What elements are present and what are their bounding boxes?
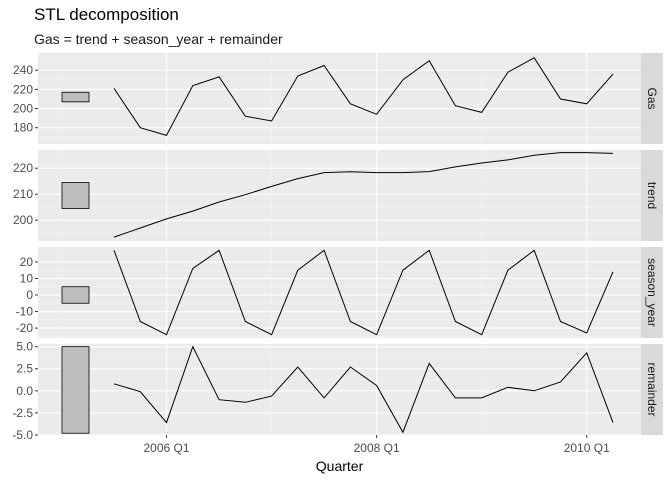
panel-season_year: -20 -10 0 10 20 season_year	[16, 247, 663, 338]
panel-background	[38, 53, 641, 144]
y-tick-label: 0	[26, 288, 33, 302]
y-tick-label: 0.0	[16, 384, 33, 398]
y-tick-label: 220	[13, 82, 33, 96]
panel-background	[38, 344, 641, 435]
y-tick-label: 220	[13, 161, 33, 175]
facet-strip	[641, 344, 663, 435]
range-bar	[61, 346, 90, 434]
chart-subtitle: Gas = trend + season_year + remainder	[34, 31, 283, 47]
series-line-season_year	[113, 249, 614, 336]
y-tick-label: 180	[13, 121, 33, 135]
panel-trend: 200 210 220 trend	[13, 150, 663, 241]
x-tick-label: 2006 Q1	[144, 441, 190, 455]
x-tick-label: 2010 Q1	[564, 441, 610, 455]
facet-strip-label: trend	[645, 182, 659, 209]
facet-strip-label: Gas	[645, 87, 659, 109]
panel-background	[38, 150, 641, 241]
y-tick-label: -10	[16, 305, 34, 319]
y-tick-label: 20	[20, 255, 34, 269]
y-tick-label: 240	[13, 63, 33, 77]
y-tick-label: 200	[13, 213, 33, 227]
facet-strip	[641, 247, 663, 338]
series-line-Gas	[113, 57, 614, 136]
range-bar	[61, 286, 90, 304]
y-tick-label: -5.0	[12, 428, 33, 442]
y-tick-label: 10	[20, 271, 34, 285]
y-tick-label: -20	[16, 321, 34, 335]
y-tick-label: 200	[13, 102, 33, 116]
facet-strip	[641, 150, 663, 241]
panel-Gas: 180 200 220 240 Gas	[13, 53, 663, 144]
y-tick-label: -2.5	[12, 406, 33, 420]
x-tick-label: 2008 Q1	[354, 441, 400, 455]
y-tick-label: 5.0	[16, 340, 33, 354]
x-axis-title: Quarter	[316, 458, 364, 474]
y-tick-label: 2.5	[16, 362, 33, 376]
facet-strip-label: remainder	[645, 362, 659, 416]
series-line-trend	[113, 152, 614, 238]
facet-strip	[641, 53, 663, 144]
chart-title: STL decomposition	[34, 5, 179, 24]
panel-remainder: -5.0 -2.5 0.0 2.5 5.0 remainder	[12, 340, 663, 442]
series-line-remainder	[113, 345, 614, 434]
y-tick-label: 210	[13, 187, 33, 201]
range-bar	[61, 91, 90, 103]
facet-strip-label: season_year	[645, 258, 659, 327]
range-bar	[61, 182, 90, 209]
